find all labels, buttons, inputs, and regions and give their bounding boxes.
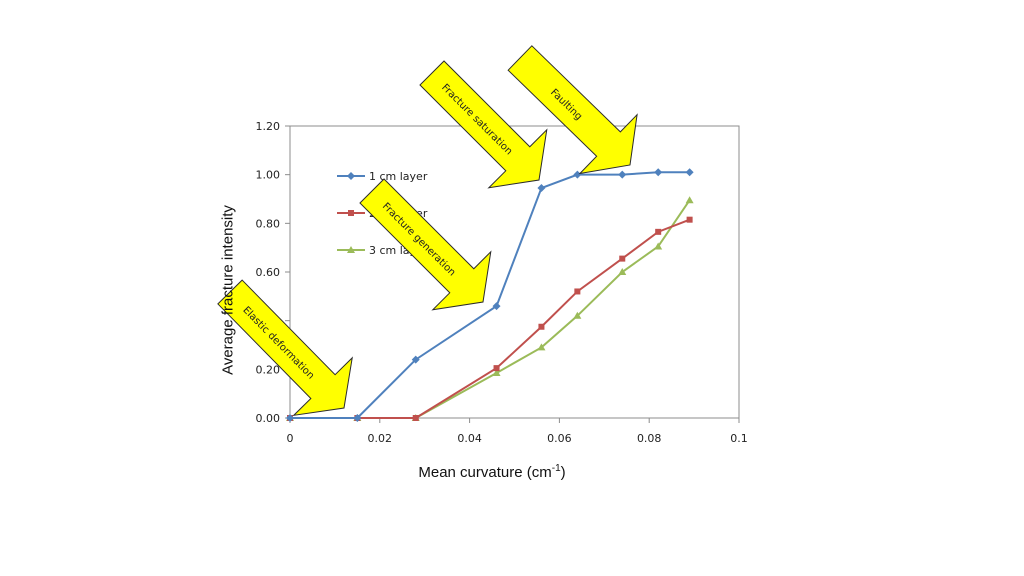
- arrow-shape: [217, 279, 353, 417]
- data-point: [492, 368, 501, 376]
- data-point: [654, 242, 663, 250]
- data-point: [493, 365, 500, 372]
- x-tick-label: 0: [287, 432, 294, 445]
- series-line: [290, 171, 690, 419]
- x-axis-label: Mean curvature (cm-1): [418, 463, 565, 481]
- arrow-shape: [419, 60, 548, 189]
- legend-marker: [347, 172, 355, 180]
- y-axis-label: Average fracture intensity: [219, 205, 237, 375]
- y-tick-label: 0.20: [256, 363, 281, 376]
- data-point: [655, 228, 662, 235]
- x-tick-label: 0.04: [457, 432, 482, 445]
- data-point: [654, 168, 663, 177]
- x-tick-label: 0.08: [637, 432, 662, 445]
- data-point: [412, 415, 419, 421]
- data-point: [573, 170, 582, 179]
- data-point: [537, 184, 546, 193]
- data-point: [618, 170, 627, 179]
- data-point: [286, 414, 294, 422]
- legend-marker: [347, 246, 355, 253]
- data-point: [411, 355, 420, 364]
- x-axis-label-exponent: -1: [551, 463, 561, 474]
- data-point: [686, 216, 693, 223]
- data-point: [538, 323, 545, 330]
- data-point: [537, 343, 546, 351]
- data-point: [492, 302, 501, 311]
- data-point: [574, 288, 581, 295]
- x-axis-label-text: Mean curvature (cm: [418, 464, 552, 481]
- data-point: [685, 168, 694, 177]
- plot-axes: 0.000.200.400.600.801.001.2000.020.040.0…: [256, 120, 748, 445]
- arrow-shape: [359, 178, 492, 311]
- y-tick-label: 0.00: [256, 412, 281, 425]
- data-point: [353, 414, 362, 422]
- x-tick-label: 0.06: [547, 432, 572, 445]
- data-point: [618, 268, 627, 275]
- legend-entry: 1 cm layer: [369, 170, 428, 183]
- x-tick-label: 0.02: [368, 432, 393, 445]
- x-axis-label-close: ): [560, 464, 566, 481]
- y-tick-label: 0.60: [256, 266, 281, 279]
- legend-marker: [348, 210, 354, 216]
- arrow-shape: [507, 45, 638, 175]
- data-point: [619, 255, 626, 262]
- y-tick-label: 1.20: [256, 120, 281, 133]
- series-layer: [286, 168, 694, 422]
- data-point: [573, 311, 582, 319]
- data-point: [685, 196, 694, 204]
- y-tick-label: 0.80: [256, 217, 281, 230]
- series-line: [290, 199, 691, 419]
- x-tick-label: 0.1: [730, 432, 748, 445]
- y-tick-label: 1.00: [256, 169, 281, 182]
